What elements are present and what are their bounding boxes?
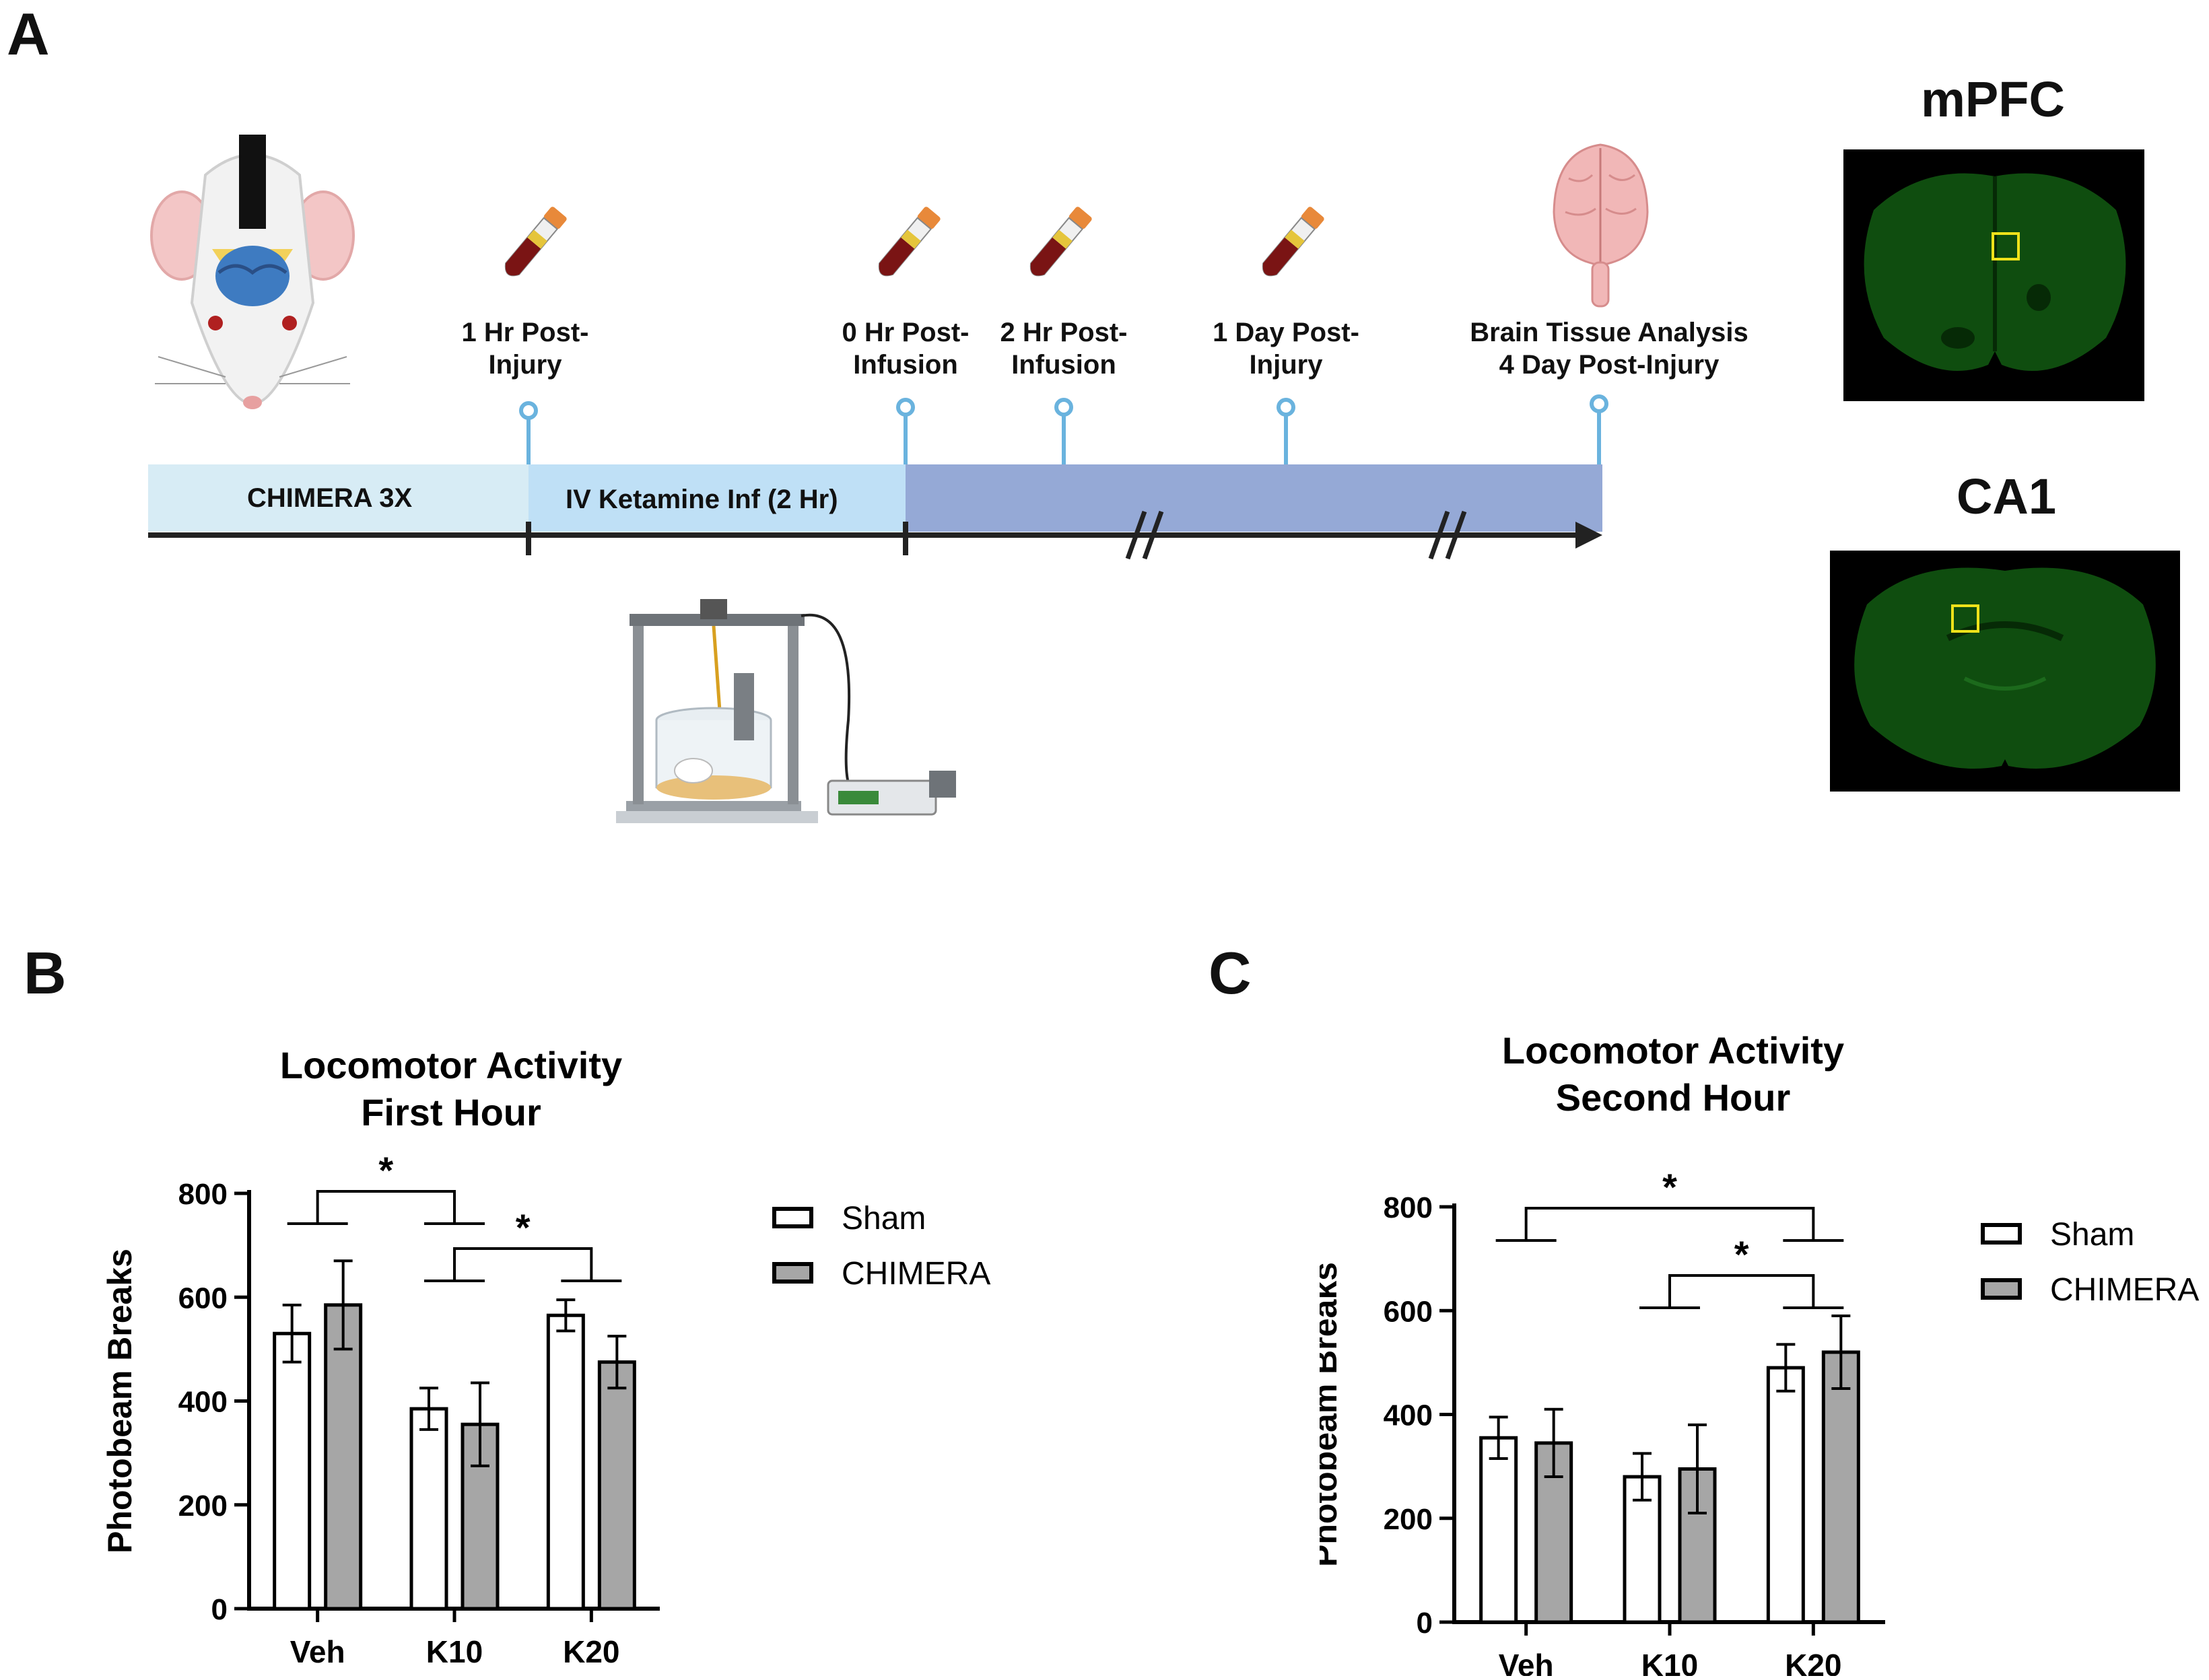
- blood-tube-icon: [1029, 207, 1092, 277]
- sig-star: *: [1734, 1233, 1749, 1275]
- infusion-apparatus-illustration: [616, 599, 956, 823]
- y-tick-label: 0: [211, 1593, 228, 1626]
- timeline-segment-followup: [906, 464, 1602, 532]
- bar-sham: [409, 1407, 448, 1611]
- mpfc-tissue-image: [1843, 149, 2144, 401]
- bar-chimera: [324, 1303, 363, 1611]
- blood-tube-icon: [878, 207, 941, 277]
- legend-label-sham: Sham: [842, 1201, 926, 1236]
- chart-title: Second Hour: [1556, 1076, 1790, 1119]
- bar-sham: [273, 1331, 312, 1611]
- y-axis-label: Photobeam Breaks: [1320, 1262, 1344, 1567]
- ca1-tissue-image: [1830, 551, 2180, 792]
- timeline-segment-ketamine: [529, 464, 906, 532]
- experiment-timeline: [148, 394, 1608, 560]
- panel-b-letter: B: [24, 940, 67, 1006]
- y-tick-label: 200: [178, 1490, 228, 1523]
- x-tick-label: K20: [563, 1634, 619, 1669]
- y-axis-label: Photobeam Breaks: [101, 1249, 139, 1553]
- blood-tube-icon: [1262, 207, 1324, 277]
- sig-bracket: [1524, 1207, 1815, 1240]
- x-tick-label: K20: [1785, 1648, 1841, 1676]
- y-tick-label: 600: [178, 1282, 228, 1315]
- segment-label-chimera: CHIMERA 3X: [247, 483, 413, 513]
- bar-sham: [546, 1313, 585, 1611]
- y-tick-label: 200: [1384, 1503, 1433, 1536]
- timepoint-label: 2 Hr Post- Infusion: [1000, 318, 1128, 380]
- x-tick-label: K10: [1641, 1648, 1698, 1676]
- legend-label-sham: Sham: [2050, 1217, 2134, 1253]
- chart-title: Locomotor Activity: [1502, 1029, 1844, 1072]
- sig-bracket: [316, 1190, 456, 1224]
- bar-chimera: [597, 1360, 636, 1611]
- roi-box: [1992, 232, 2020, 260]
- panel-a-letter: A: [7, 1, 50, 67]
- y-tick-label: 0: [1417, 1607, 1433, 1640]
- image-title-ca1: CA1: [1956, 468, 2057, 524]
- timepoint-label: 1 Hr Post- Injury: [461, 318, 589, 380]
- bar-sham: [1766, 1366, 1805, 1624]
- legend-label-chimera: CHIMERA: [842, 1256, 990, 1292]
- chart-title: Locomotor Activity: [280, 1044, 622, 1086]
- timeline-segment-chimera: [148, 464, 529, 532]
- roi-box: [1951, 604, 1979, 633]
- sig-star: *: [378, 1149, 393, 1191]
- sig-bracket: [453, 1247, 593, 1281]
- x-tick-label: Veh: [1499, 1648, 1554, 1676]
- x-tick-label: Veh: [290, 1634, 345, 1669]
- y-tick-label: 400: [1384, 1399, 1433, 1432]
- timepoint-markers: [519, 394, 1608, 464]
- image-title-mpfc: mPFC: [1921, 71, 2065, 127]
- chart-first-hour: Locomotor Activity First Hour Photobeam Br…: [101, 1044, 990, 1669]
- segment-label-ketamine: IV Ketamine Inf (2 Hr): [566, 485, 838, 514]
- sig-star: *: [1662, 1166, 1677, 1208]
- bar-sham: [1479, 1436, 1518, 1624]
- chart-title: First Hour: [361, 1091, 541, 1133]
- sig-star: *: [516, 1206, 531, 1249]
- mouse-injury-illustration: [150, 135, 355, 409]
- timepoint-label: 0 Hr Post- Infusion: [842, 318, 970, 380]
- panel-c-letter: C: [1209, 940, 1252, 1006]
- brain-icon: [1553, 143, 1649, 308]
- sig-bracket: [1668, 1274, 1815, 1308]
- timepoint-label: 1 Day Post- Injury: [1213, 318, 1359, 380]
- y-tick-label: 400: [178, 1386, 228, 1419]
- legend-swatch-sham: [1981, 1223, 2022, 1245]
- legend-swatch-chimera: [1981, 1278, 2022, 1300]
- x-tick-label: K10: [426, 1634, 483, 1669]
- y-tick-label: 800: [178, 1178, 228, 1211]
- bar-chimera: [1821, 1350, 1860, 1624]
- legend-label-chimera: CHIMERA: [2050, 1272, 2199, 1308]
- y-tick-label: 800: [1384, 1191, 1433, 1224]
- blood-tube-icon: [504, 207, 567, 277]
- timepoint-label: Brain Tissue Analysis 4 Day Post-Injury: [1470, 318, 1748, 380]
- legend-swatch-sham: [772, 1207, 813, 1228]
- y-tick-label: 600: [1384, 1295, 1433, 1328]
- legend-swatch-chimera: [772, 1262, 813, 1284]
